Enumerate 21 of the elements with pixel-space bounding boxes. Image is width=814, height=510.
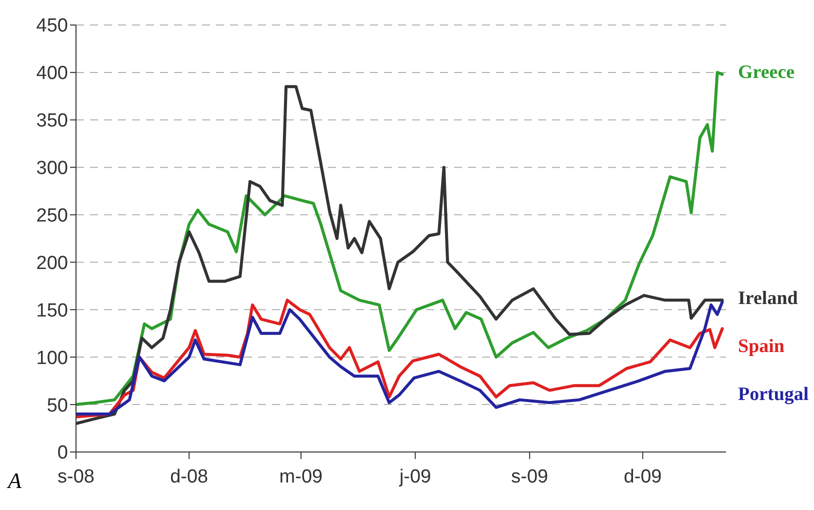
x-tick-label: d-09 [624,466,662,488]
y-tick-label: 400 [36,63,68,84]
y-tick-label: 250 [36,206,68,227]
x-tick-label: j-09 [398,466,432,488]
series-label: Ireland [738,288,798,310]
y-tick-label: 350 [36,110,68,132]
y-tick-label: 450 [36,16,68,37]
x-tick-label: d-08 [170,466,208,488]
text: Portugal [738,384,809,406]
y-tick-label: 100 [36,348,68,369]
y-tick-label: 50 [46,395,68,416]
series-label: Spain [738,336,784,358]
series-label: Greece [738,62,795,84]
text: A [8,468,22,494]
x-tick-label: s-09 [511,466,548,488]
x-tick-label: s-08 [58,466,94,488]
y-tick-label: 0 [57,442,68,464]
x-tick-label: m-09 [279,466,323,488]
y-tick-label: 150 [36,300,68,322]
y-tick-label: 200 [36,252,68,274]
y-tick-label: 300 [36,158,68,180]
